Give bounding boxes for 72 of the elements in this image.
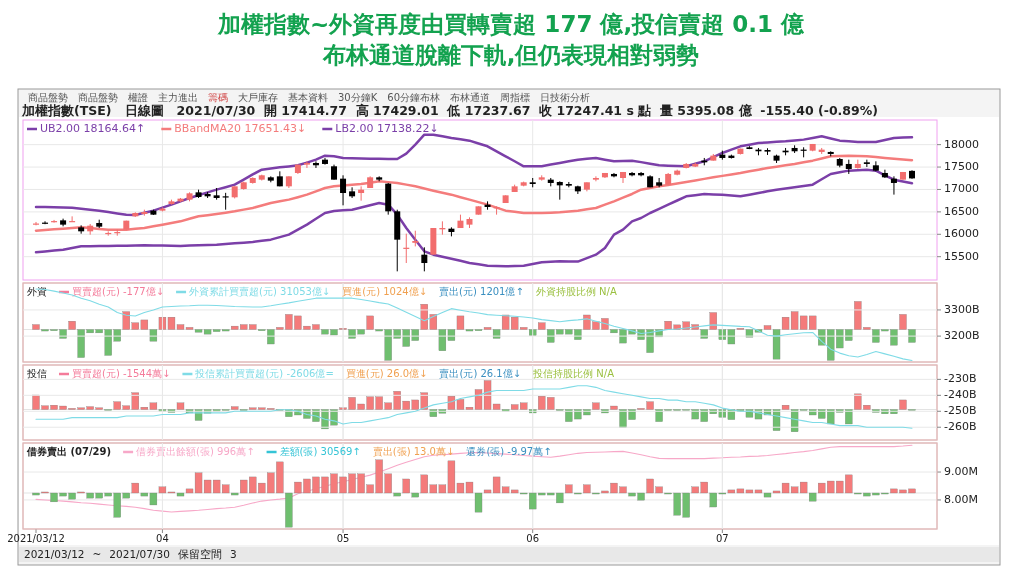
y-tick-label: -230B — [944, 372, 977, 386]
chart-title: 外資 — [27, 286, 47, 297]
annotation: 還券(張) -9.97萬↑ — [466, 446, 552, 457]
text: 60分鐘布林 — [387, 92, 441, 103]
candlestick — [421, 246, 428, 272]
candlestick — [358, 185, 365, 202]
text: 加權指數(TSE) 日線圖 2021/07/30 開 17414.77 高 17429.01 低 17237.67 收 17247.41 s 點 量 5395.08 億 -155.40 (-0.89%) — [21, 102, 879, 118]
text: 大戶庫存 — [238, 92, 278, 103]
annotation: 賣出(元) 1201億↑ — [439, 286, 524, 297]
candlestick — [556, 180, 563, 201]
text: 商品盤勢 — [28, 92, 68, 103]
y-tick-label: -260B — [944, 420, 977, 434]
x-tick-label: 2021/03/12 — [7, 533, 65, 544]
y-tick-label: 18000 — [944, 137, 979, 151]
y-tick-label: 3200B — [944, 329, 980, 343]
legend-label: 投信累計買賣超(元) -2606億= — [194, 368, 334, 379]
text: 權證 — [128, 92, 148, 103]
y-tick-label: 17000 — [944, 182, 979, 196]
text: 主力進出 — [158, 92, 198, 103]
candlestick — [303, 160, 310, 169]
text: 2021/03/12 — [24, 547, 85, 560]
text: 買賣超(元) -177億↓ — [72, 286, 165, 297]
legend-label: 借券賣出餘額(張) 996萬↑ — [136, 446, 255, 457]
y-tick-label: -250B — [944, 404, 977, 418]
y-tick-label: 8.00M — [944, 492, 978, 506]
legend-label: UB2.00 18164.64↑ — [40, 122, 146, 135]
text: 籌碼 — [208, 92, 228, 103]
candlestick — [890, 175, 897, 196]
y-tick-label: 3300B — [944, 302, 980, 316]
annotation: 賣出(張) 13.0萬↓ — [372, 446, 455, 457]
y-tick-label: -240B — [944, 388, 977, 402]
y-tick-label: 16000 — [944, 227, 979, 241]
text: 日技術分析 — [540, 92, 591, 103]
line-series — [34, 154, 914, 232]
text: 周指標 — [500, 92, 531, 103]
x-tick-label: 05 — [336, 533, 350, 544]
y-tick-label: 16500 — [944, 204, 979, 218]
annotation: 買進(元) 1024億↓ — [342, 286, 428, 297]
text: 布林通道 — [450, 92, 491, 103]
series-label: 差額(張) 30569↑ — [279, 446, 361, 457]
y-tick-label: 15500 — [944, 249, 979, 263]
chart-subtitle: 布林通道脫離下軌,但仍表現相對弱勢 — [321, 41, 700, 68]
candlestick — [620, 171, 627, 184]
legend-label: 外資累計買賣超(元) 31053億↓ — [189, 286, 331, 297]
annotation: 外資持股比例 N/A — [535, 286, 617, 297]
annotation: 買進(元) 26.0億↓ — [345, 368, 428, 379]
text: 商品盤勢 — [78, 92, 118, 103]
text: 2021/07/30 — [109, 547, 170, 560]
chart-title: 加權指數~外資再度由買轉賣超 177 億,投信賣超 0.1 億 — [217, 10, 805, 37]
text: 30分鐘K — [338, 92, 378, 103]
candlestick — [656, 177, 663, 188]
annotation: 投信持股比例 N/A — [532, 368, 615, 379]
y-tick-label: 17500 — [944, 160, 979, 174]
legend-label: BBandMA20 17651.43↓ — [174, 122, 307, 135]
y-tick-label: 9.00M — [944, 465, 978, 479]
line-series — [34, 133, 914, 217]
x-tick-label: 04 — [156, 533, 169, 544]
legend-label: LB2.00 17138.22↓ — [335, 122, 439, 135]
text: 3 — [229, 547, 237, 560]
text: ~ — [92, 547, 102, 560]
chart-title: 借券賣出 (07/29) — [26, 446, 112, 457]
text: 買賣超(元) -1544萬↓ — [72, 368, 171, 379]
text: 基本資料 — [288, 92, 328, 103]
candlestick — [881, 169, 888, 179]
x-tick-label: 07 — [715, 533, 729, 544]
candlestick — [340, 174, 347, 206]
text: 保留空間 — [177, 547, 222, 560]
candlestick — [592, 175, 599, 182]
chart-title: 投信 — [26, 368, 47, 379]
candlestick — [349, 186, 356, 199]
x-tick-label: 06 — [526, 533, 540, 544]
annotation: 賣出(元) 26.1億↓ — [439, 368, 522, 379]
